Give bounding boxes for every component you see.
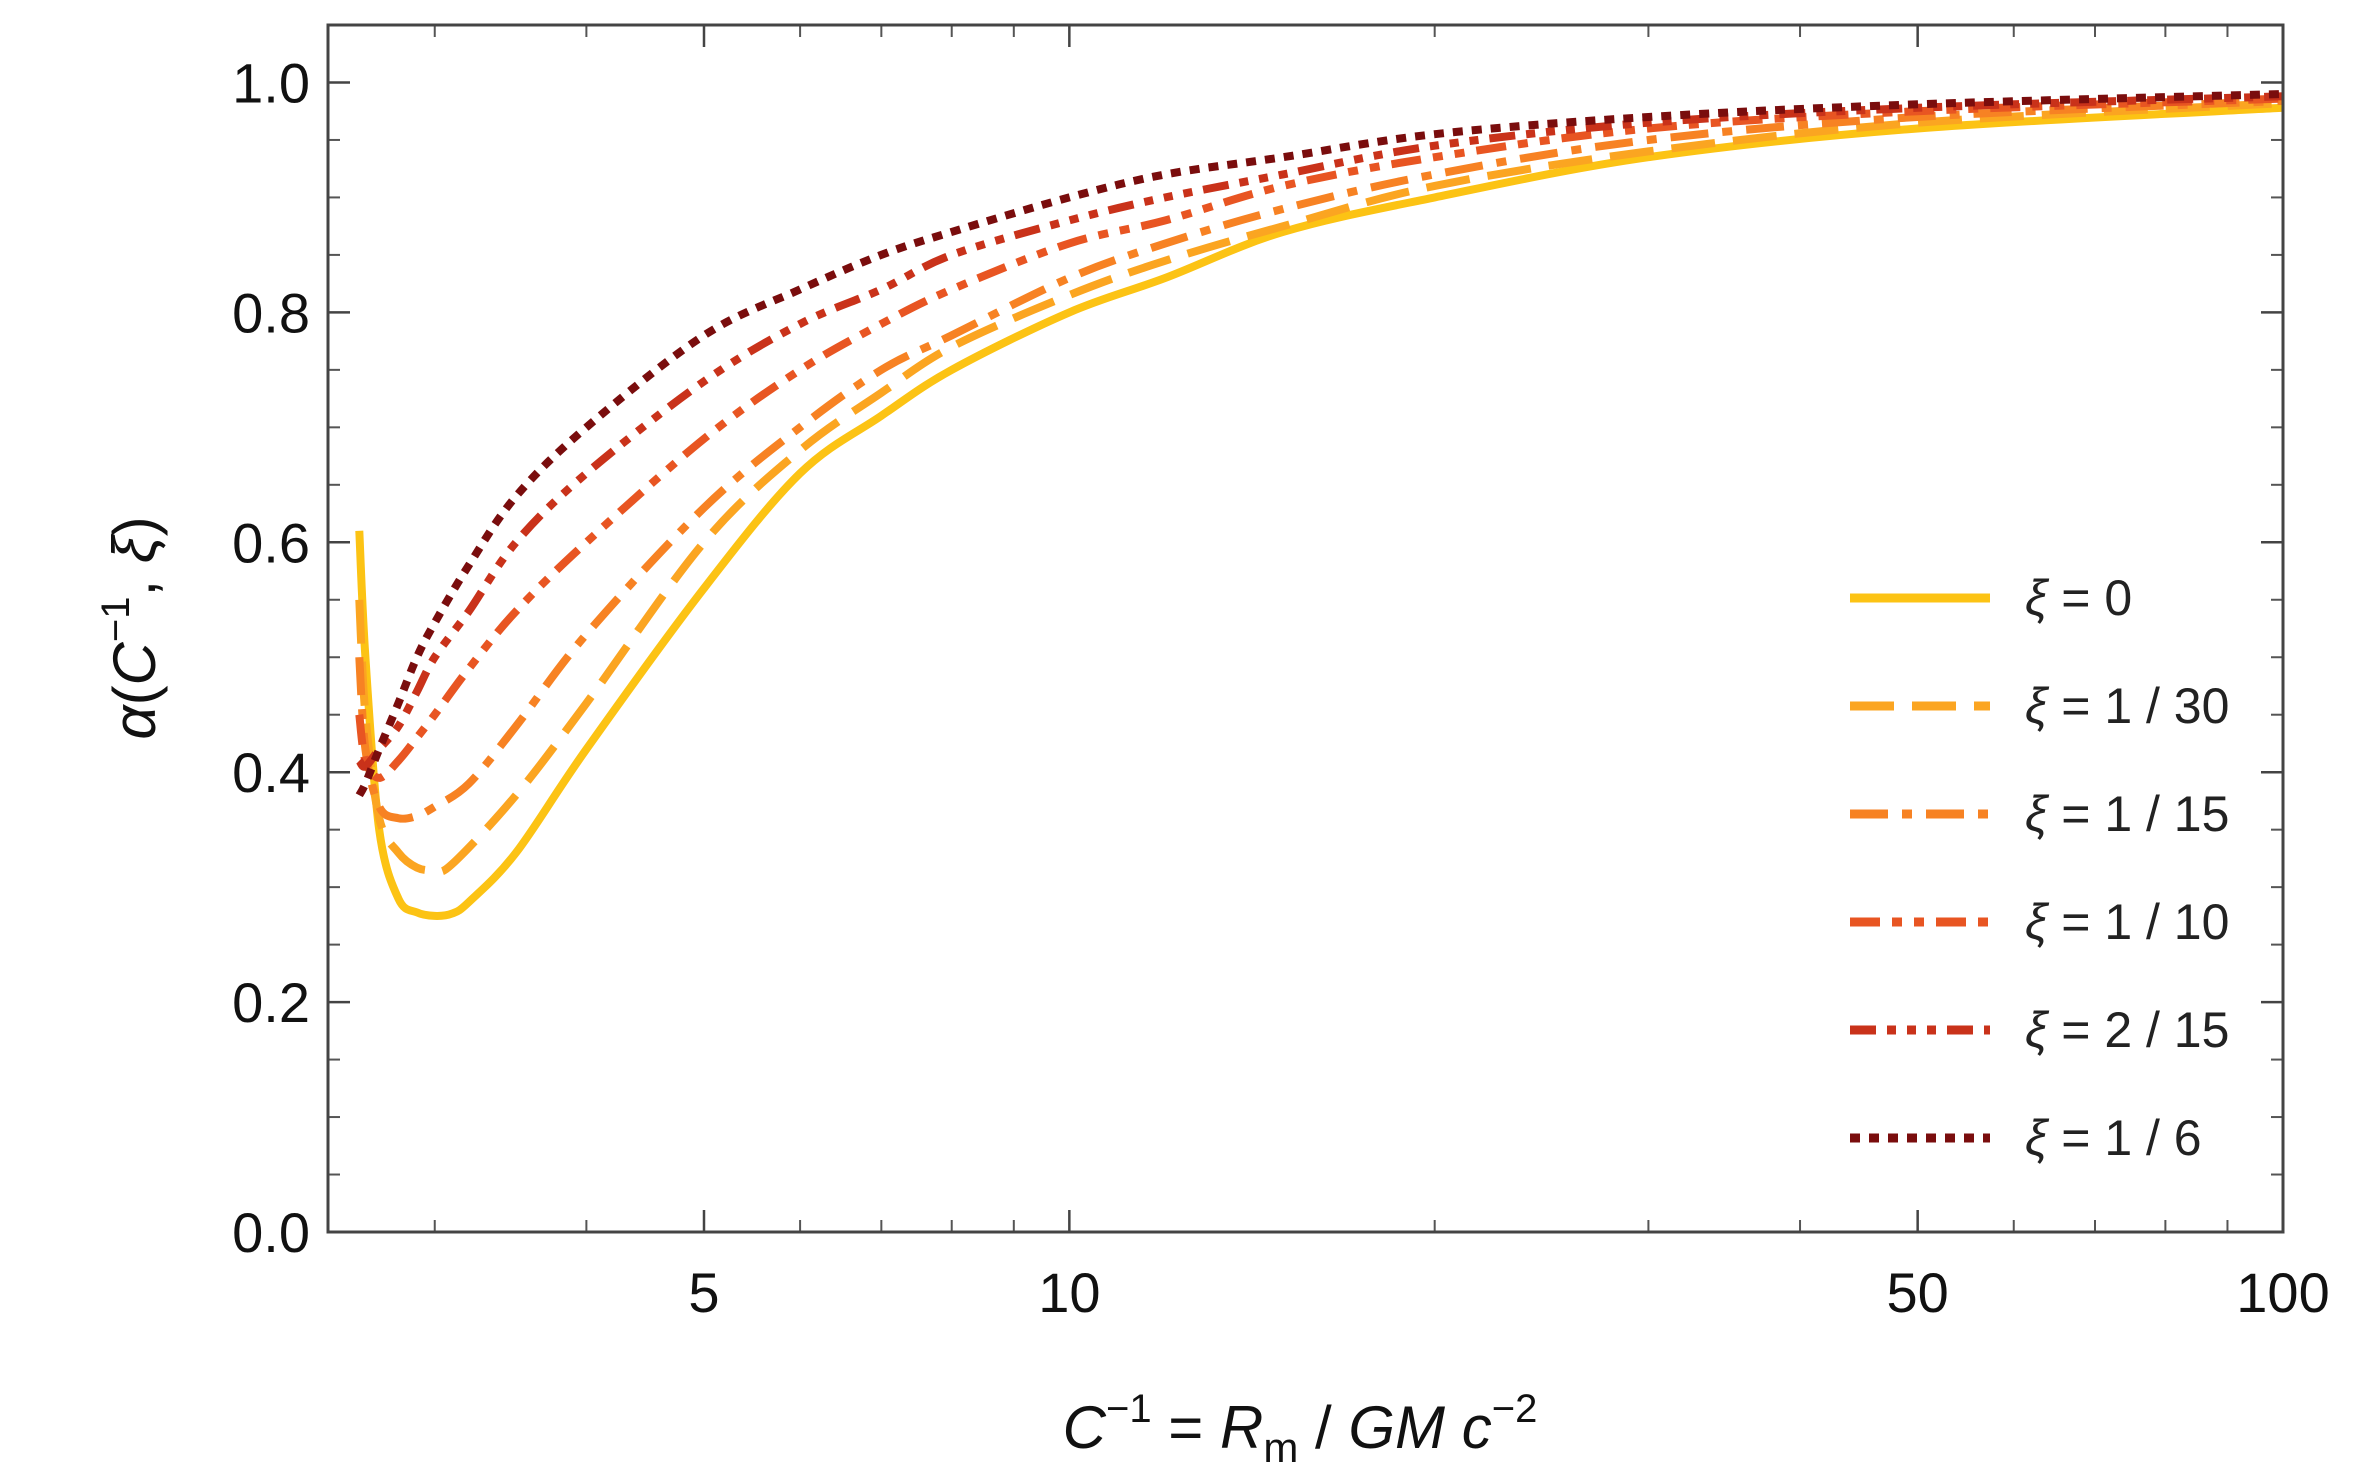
- x-tick-label: 5: [688, 1261, 719, 1324]
- legend-label-5: ξ = 2 / 15: [2025, 1002, 2229, 1058]
- series-line-6: [355, 90, 2284, 798]
- plot-frame: [326, 23, 2285, 1234]
- y-tick-label: 0.6: [232, 511, 310, 574]
- series-line-5: [355, 92, 2284, 771]
- series-line-3: [355, 96, 2284, 823]
- x-axis-label: C−1 = Rm / GM c−2: [1063, 1387, 1538, 1471]
- legend-label-6: ξ = 1 / 6: [2025, 1110, 2202, 1166]
- legend-label-4: ξ = 1 / 10: [2025, 894, 2229, 950]
- y-tick-label: 0.4: [232, 741, 310, 804]
- series-line-1: [355, 103, 2284, 920]
- y-tick-label: 0.2: [232, 971, 310, 1034]
- legend-label-3: ξ = 1 / 15: [2025, 786, 2229, 842]
- series-layer: [355, 90, 2284, 920]
- x-tick-label: 100: [2236, 1261, 2329, 1324]
- y-tick-label: 0.0: [232, 1201, 310, 1264]
- legend-label-2: ξ = 1 / 30: [2025, 678, 2229, 734]
- legend-label-1: ξ = 0: [2025, 570, 2132, 626]
- y-tick-label: 1.0: [232, 51, 310, 114]
- legend: ξ = 0 ξ = 1 / 30 ξ = 1 / 15 ξ = 1 / 10 ξ = 2…: [1850, 570, 2229, 1166]
- series-line-2: [355, 99, 2284, 876]
- tick-labels: 5 10 50 100 0.0 0.2 0.4 0.6 0.8 1.0: [232, 51, 2330, 1324]
- x-tick-label: 10: [1038, 1261, 1100, 1324]
- y-axis-label: α(C−1, ξ): [94, 516, 168, 739]
- series-line-4: [355, 94, 2284, 782]
- y-tick-label: 0.8: [232, 281, 310, 344]
- x-tick-label: 50: [1887, 1261, 1949, 1324]
